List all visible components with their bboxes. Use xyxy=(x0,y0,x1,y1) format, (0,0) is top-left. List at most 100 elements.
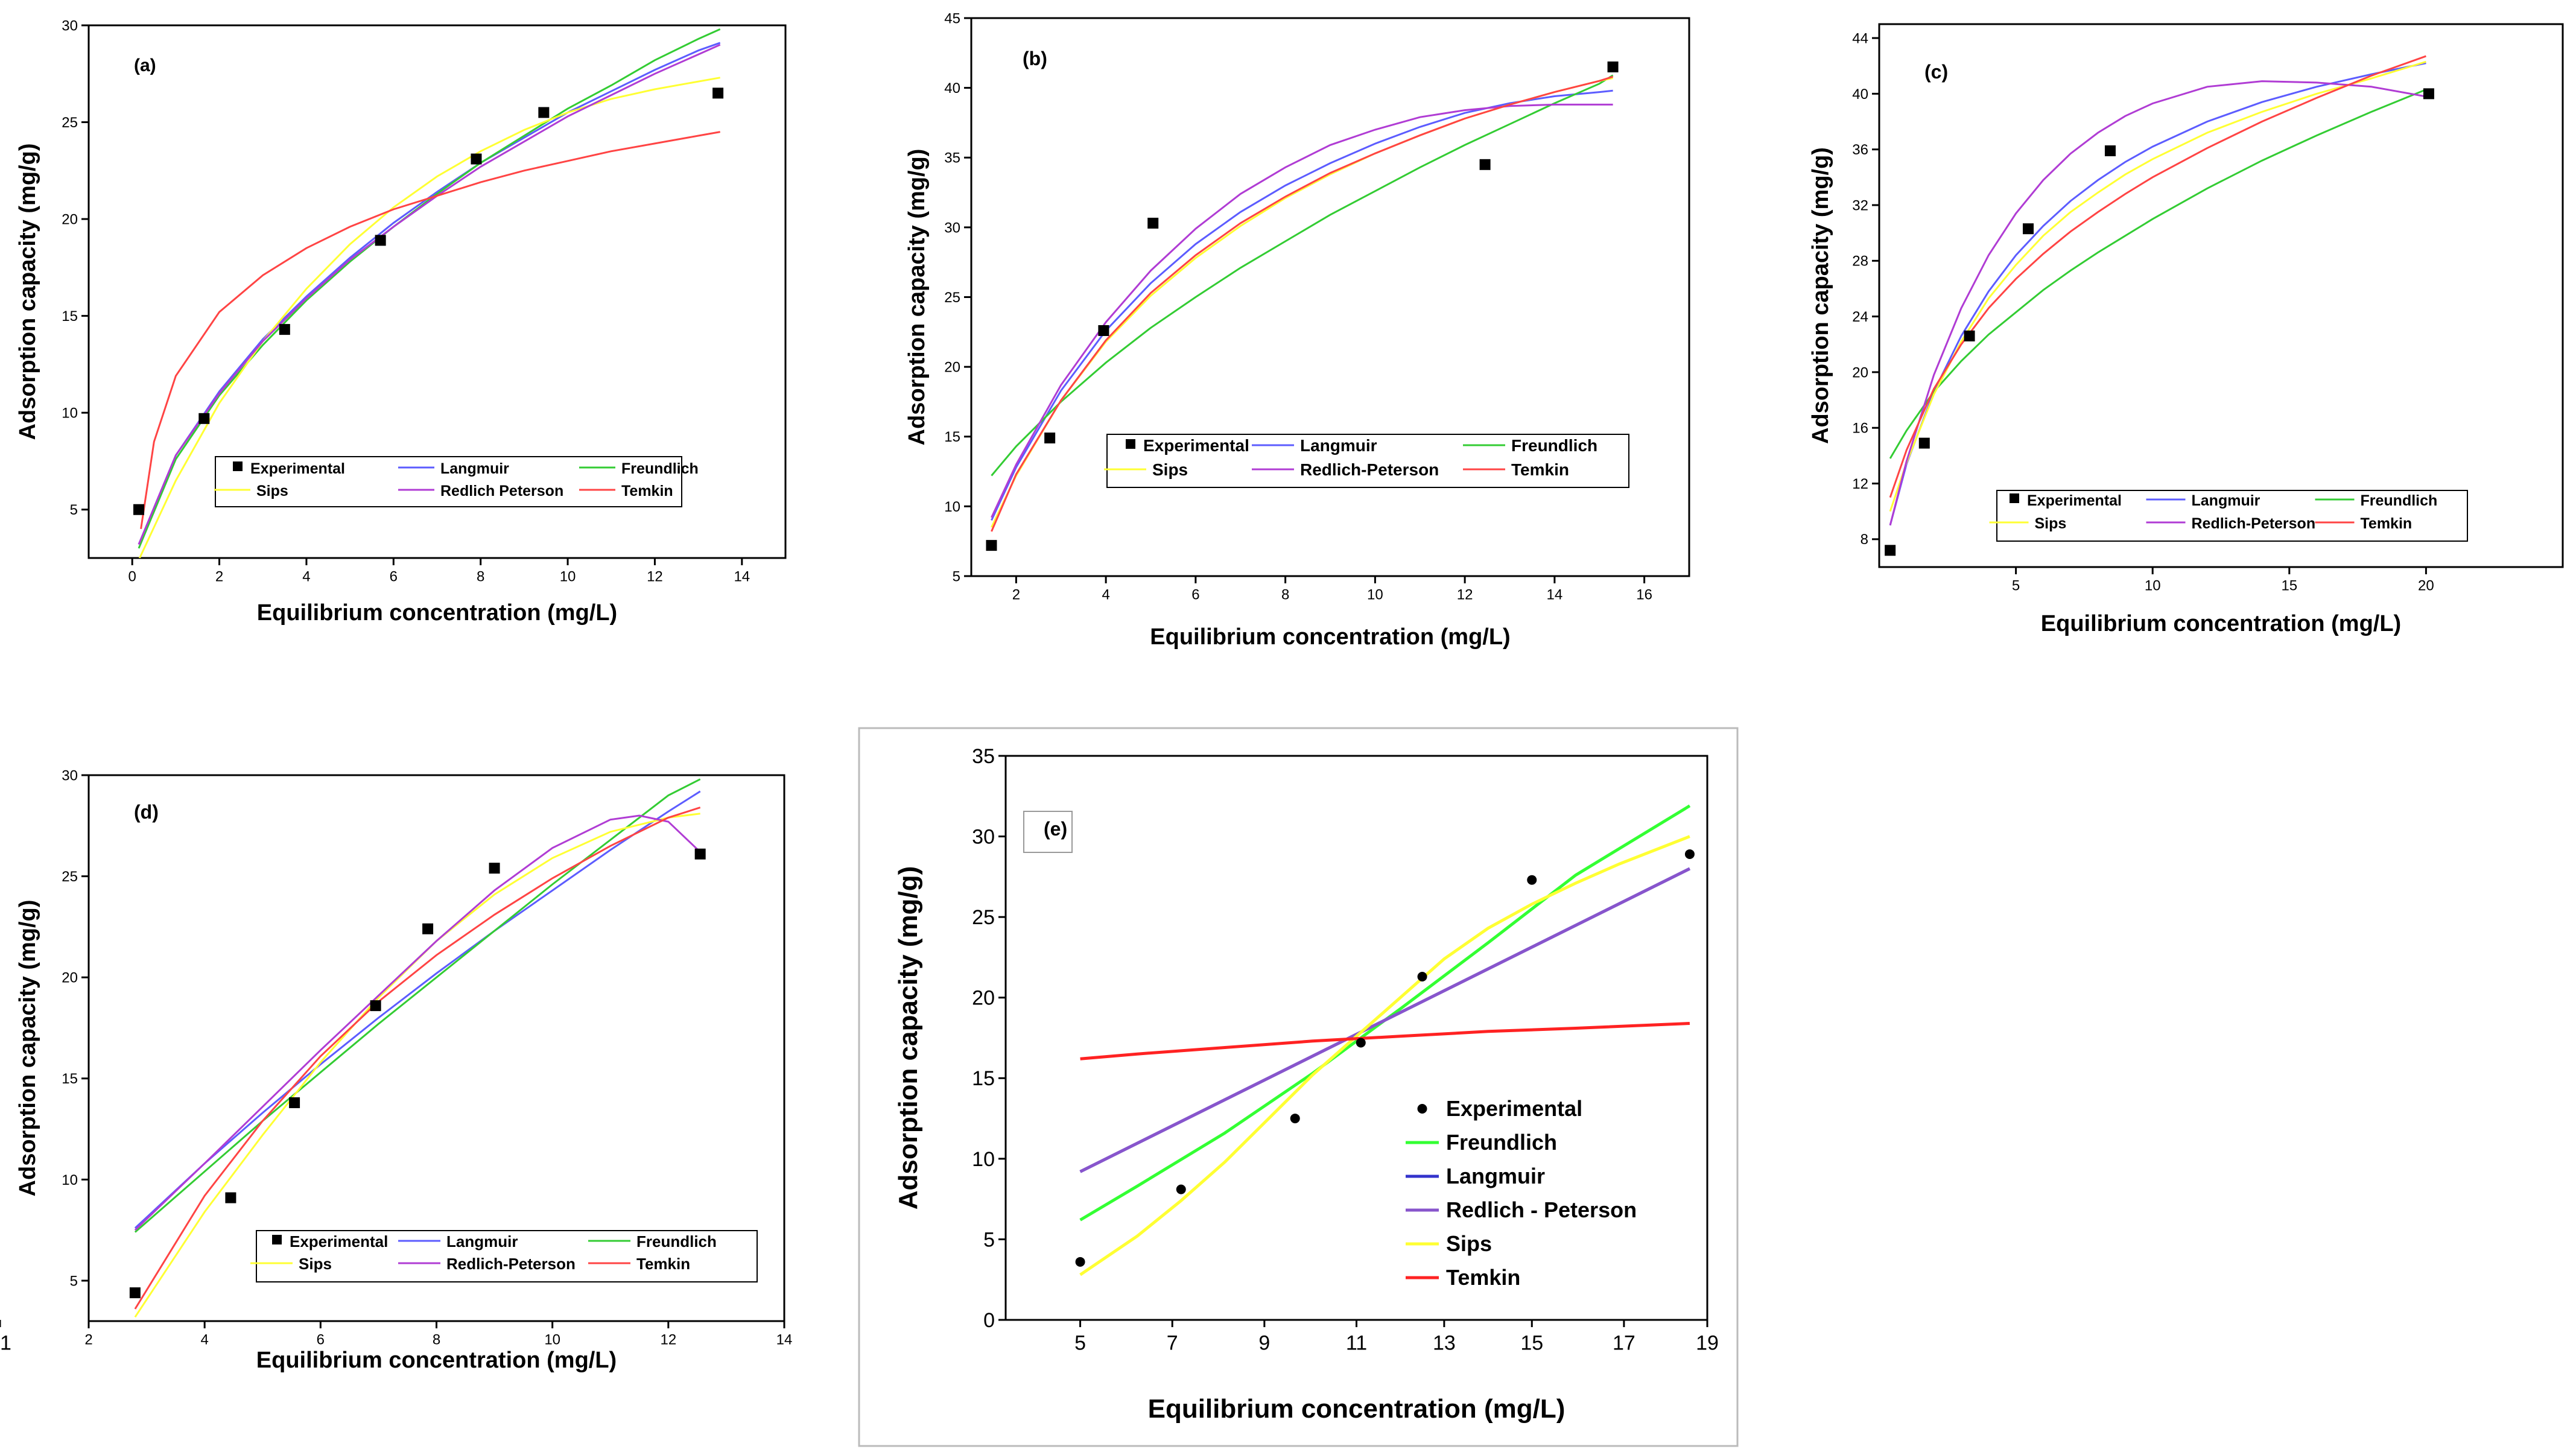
x-axis-label: Equilibrium concentration (mg/L) xyxy=(256,1348,617,1373)
experimental-point xyxy=(471,153,482,165)
experimental-point xyxy=(1607,61,1619,72)
series-temkin xyxy=(991,75,1614,532)
x-tick-label: 10 xyxy=(560,568,576,585)
experimental-point xyxy=(1176,1184,1186,1194)
panel-b: 2 4 6 8 10 12 14 16 5 10 15 20 25 30 35 40 45 Equilibrium… xyxy=(904,10,1690,650)
experimental-point xyxy=(1147,217,1159,229)
y-axis-label: Adsorption capacity (mg/g) xyxy=(904,149,930,446)
legend-box xyxy=(1106,434,1629,488)
experimental-point xyxy=(279,324,290,335)
legend-marker-experimental xyxy=(233,461,243,471)
x-tick-label: 2 xyxy=(1012,586,1020,603)
experimental-point xyxy=(375,235,386,246)
experimental-point xyxy=(694,848,706,860)
y-tick-label: 30 xyxy=(62,767,78,784)
series-group xyxy=(1889,55,2426,526)
experimental-point xyxy=(538,107,550,118)
series-langmuir xyxy=(138,42,721,545)
legend-label: Sips xyxy=(1152,460,1188,479)
panel-e-frame xyxy=(858,727,1739,1447)
legend-label: Temkin xyxy=(1446,1265,1520,1290)
legend-label: Sips xyxy=(256,483,288,499)
legend-label: Redlich-Peterson xyxy=(446,1255,576,1273)
y-tick-label: 45 xyxy=(944,10,960,27)
y-tick-label: 44 xyxy=(1852,30,1868,46)
x-tick-label: 14 xyxy=(1547,586,1563,603)
x-tick-label: 8 xyxy=(1281,586,1289,603)
y-tick-label: 15 xyxy=(944,429,960,445)
y-tick-label: 25 xyxy=(944,290,960,306)
legend: Experimental Freundlich Langmuir Redlich - … xyxy=(1406,1096,1637,1290)
legend-label: Experimental xyxy=(250,460,345,477)
x-tick-label: 15 xyxy=(2281,577,2297,594)
series-sips xyxy=(1889,60,2426,512)
experimental-point xyxy=(1885,545,1896,556)
experimental-point xyxy=(289,1097,300,1108)
x-tick-label: 5 xyxy=(2012,577,2020,594)
x-tick-label: 19 xyxy=(1696,1331,1719,1354)
panel-tag-box xyxy=(1023,811,1073,853)
x-tick-label: 6 xyxy=(390,568,398,585)
y-tick-label: 28 xyxy=(1852,253,1868,270)
legend-label: Freundlich xyxy=(1446,1130,1557,1155)
legend-label: Temkin xyxy=(1511,460,1569,479)
panel-c: 5 10 15 20 8 12 16 20 24 28 32 36 40 44 Equilibrium co… xyxy=(1808,23,2564,636)
y-tick-label: 12 xyxy=(1852,476,1868,492)
series-redlich-peterson xyxy=(991,103,1613,518)
legend-label: Temkin xyxy=(621,483,673,499)
legend-label: Langmuir xyxy=(1446,1164,1545,1188)
y-tick-label: 20 xyxy=(62,970,78,986)
x-tick-label: 8 xyxy=(477,568,484,585)
y-tick-label: 24 xyxy=(1852,309,1868,325)
experimental-point xyxy=(133,504,145,515)
y-tick-label: 10 xyxy=(62,1172,78,1188)
x-tick-label: 2 xyxy=(84,1331,92,1348)
legend-label: Temkin xyxy=(2361,515,2413,532)
legend-label: Sips xyxy=(1446,1231,1492,1256)
legend-label: Sips xyxy=(2035,515,2067,532)
y-tick-label: 16 xyxy=(1852,420,1868,437)
x-tick-label: 21 xyxy=(0,1331,11,1354)
legend-box xyxy=(1996,490,2468,542)
series-freundlich xyxy=(991,74,1614,477)
y-tick-label: 5 xyxy=(70,502,78,518)
experimental-point xyxy=(986,540,997,551)
experimental-point xyxy=(2423,88,2434,100)
legend-marker-experimental xyxy=(272,1235,282,1244)
legend-label: Langmuir xyxy=(2192,492,2260,509)
y-tick-label: 20 xyxy=(972,987,995,1010)
y-tick-label: 5 xyxy=(70,1273,78,1289)
experimental-point xyxy=(1075,1257,1085,1267)
panel-tag: (b) xyxy=(1023,48,1047,69)
x-tick-label: 6 xyxy=(1191,586,1199,603)
legend-marker-experimental xyxy=(2010,493,2019,503)
y-tick-label: 20 xyxy=(944,360,960,376)
x-tick-label: 9 xyxy=(1258,1331,1270,1354)
x-tick-label: 4 xyxy=(1102,586,1109,603)
legend-label: Temkin xyxy=(636,1255,690,1273)
x-tick-label: 14 xyxy=(776,1331,793,1348)
y-tick-label: 35 xyxy=(972,745,995,768)
legend-label: Experimental xyxy=(1143,436,1249,455)
panel-d: 2 4 6 8 10 12 14 5 10 15 20 25 30 Equilibrium concent… xyxy=(15,767,792,1373)
x-tick-label: 10 xyxy=(544,1331,560,1348)
series-redlich-peterson xyxy=(1079,867,1691,1173)
legend-label: Freundlich xyxy=(2361,492,2438,509)
x-tick-label: 13 xyxy=(1433,1331,1456,1354)
legend: Experimental Langmuir Freundlich Sips Redlic… xyxy=(1989,490,2468,542)
y-tick-label: 40 xyxy=(944,80,960,97)
x-tick-label: 14 xyxy=(734,568,750,585)
series-group xyxy=(991,74,1614,532)
legend-label: Langmuir xyxy=(446,1232,518,1251)
panel-tag: (a) xyxy=(134,55,156,75)
series-freundlich xyxy=(1889,89,2426,459)
y-tick-label: 32 xyxy=(1852,197,1868,214)
panel-tag: (c) xyxy=(1924,61,1948,83)
x-tick-label: 10 xyxy=(1367,586,1383,603)
y-tick-label: 25 xyxy=(62,115,78,131)
experimental-point xyxy=(370,1000,381,1012)
panel-tag: (d) xyxy=(134,801,159,823)
y-tick-label: 5 xyxy=(983,1228,995,1251)
y-tick-label: 10 xyxy=(944,499,960,515)
legend-label: Langmuir xyxy=(1300,436,1377,455)
